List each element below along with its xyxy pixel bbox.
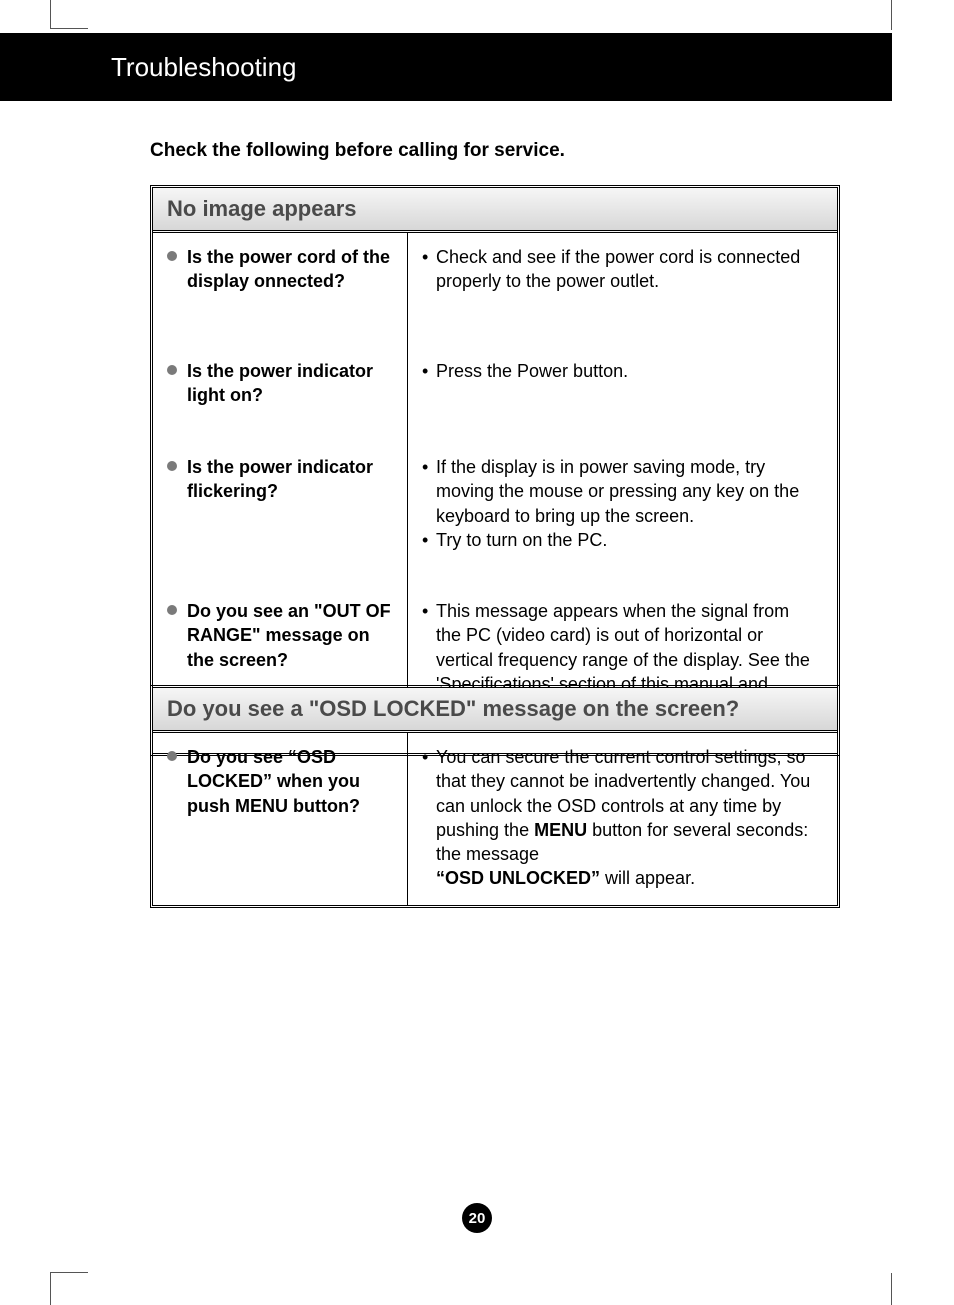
answer-text: If the display is in power saving mode, … bbox=[422, 455, 819, 528]
intro-text: Check the following before calling for s… bbox=[150, 140, 565, 162]
question-text: Is the power indicator light on? bbox=[165, 359, 395, 408]
answer-column: Check and see if the power cord is conne… bbox=[408, 233, 837, 753]
troubleshoot-table-no-image: No image appears Is the power cord of th… bbox=[150, 185, 840, 756]
section-title: Troubleshooting bbox=[111, 52, 297, 83]
answer-text: Try to turn on the PC. bbox=[422, 528, 819, 552]
answer-bold: MENU bbox=[534, 820, 587, 840]
question-text: Do you see “OSD LOCKED” when you push ME… bbox=[165, 745, 395, 818]
answer-text: Press the Power button. bbox=[422, 359, 819, 383]
question-text: Is the power indicator flickering? bbox=[165, 455, 395, 504]
page-number: 20 bbox=[469, 1210, 486, 1227]
question-column: Is the power cord of the display onnecte… bbox=[153, 233, 408, 753]
question-text: Do you see an "OUT OF RANGE" message on … bbox=[165, 599, 395, 672]
page-number-badge: 20 bbox=[462, 1203, 492, 1233]
table-title: No image appears bbox=[153, 188, 837, 233]
question-text: Is the power cord of the display onnecte… bbox=[165, 245, 395, 294]
answer-bold: “OSD UNLOCKED” bbox=[436, 868, 600, 888]
troubleshoot-table-osd-locked: Do you see a "OSD LOCKED" message on the… bbox=[150, 685, 840, 908]
answer-text: Check and see if the power cord is conne… bbox=[422, 245, 819, 294]
answer-span: will appear. bbox=[600, 868, 695, 888]
section-header: Troubleshooting bbox=[0, 33, 892, 101]
answer-column: You can secure the current control setti… bbox=[408, 733, 837, 905]
table-title: Do you see a "OSD LOCKED" message on the… bbox=[153, 688, 837, 733]
question-column: Do you see “OSD LOCKED” when you push ME… bbox=[153, 733, 408, 905]
answer-text: You can secure the current control setti… bbox=[422, 745, 819, 891]
